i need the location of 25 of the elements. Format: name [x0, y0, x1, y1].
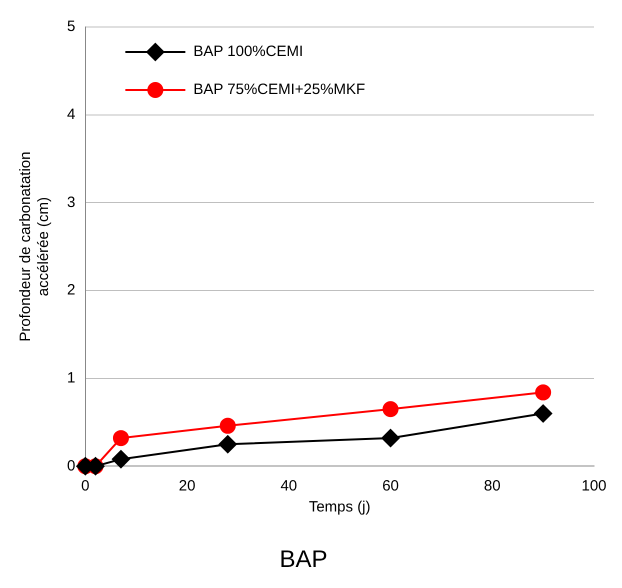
x-tick-label: 60: [382, 477, 399, 494]
point: [112, 450, 130, 468]
y-axis-title: Profondeur de carbonatation accélérée (cm): [17, 152, 52, 342]
y-tick-label: 0: [67, 457, 76, 474]
point: [535, 384, 552, 400]
legend-label: BAP 100%CEMI: [193, 43, 304, 60]
text: BAP: [279, 546, 328, 574]
point: [218, 435, 237, 454]
point: [220, 418, 236, 434]
x-tick-label: 0: [81, 477, 90, 494]
x-tick-label: 40: [280, 477, 298, 494]
point: [112, 430, 129, 446]
x-axis-title: Temps (j): [308, 498, 371, 516]
point: [382, 429, 400, 448]
point: [382, 401, 399, 418]
x-tick-label: 20: [178, 477, 196, 494]
y-tick-label: 4: [67, 106, 76, 123]
y-tick-label: 5: [67, 18, 76, 36]
y-tick-label: 3: [67, 194, 76, 211]
y-tick-label: 1: [67, 370, 76, 386]
y-tick-label: 2: [67, 282, 76, 299]
x-tick-label: 80: [484, 477, 501, 494]
legend-label: BAP 75%CEMI+25%MKF: [193, 81, 366, 98]
x-tick-label: 100: [581, 477, 607, 494]
point: [534, 404, 552, 422]
